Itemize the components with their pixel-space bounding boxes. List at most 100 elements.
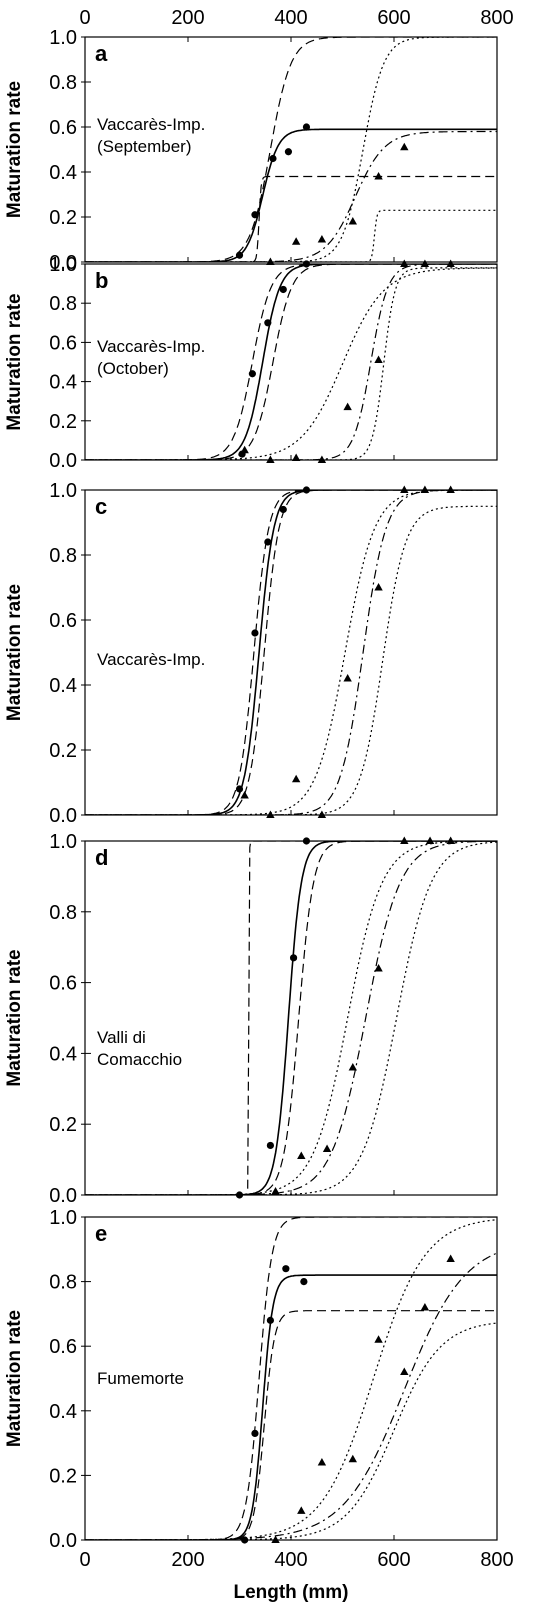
panel-e: 0.0 0.2 0.4 0.6 0.8 1.0 e Fumemorte [49, 1207, 498, 1552]
curve-dotted [85, 841, 497, 1195]
data-point-circle [241, 1536, 249, 1544]
y-tick-label: 0.2 [49, 1114, 77, 1136]
y-tick-label: 0.0 [49, 252, 77, 274]
y-tick-label: 0.2 [49, 411, 77, 433]
bottom-tick-label: 200 [171, 1549, 204, 1571]
data-point-triangle [374, 172, 383, 180]
y-tick-label: 0.0 [49, 1185, 77, 1207]
data-point-circle [302, 837, 311, 845]
data-point-circle [269, 154, 277, 163]
top-tick-label: 600 [377, 7, 410, 29]
panel-letter: e [95, 1221, 107, 1246]
data-point-triangle [374, 1335, 383, 1343]
data-point-circle [235, 1191, 244, 1199]
y-tick-label: 0.0 [49, 805, 77, 827]
data-point-triangle [374, 583, 383, 591]
panel-d: 0.0 0.2 0.4 0.6 0.8 1.0 d Valli di Comacchio [49, 831, 498, 1207]
y-tick-label: 0.4 [49, 162, 77, 184]
y-axis-label: Maturation rate [4, 949, 25, 1086]
data-point-triangle [446, 1254, 455, 1262]
y-tick-label: 0.6 [49, 332, 77, 354]
top-tick-label: 800 [480, 7, 513, 29]
data-point-triangle [446, 485, 455, 493]
y-axis-label: Maturation rate [4, 584, 25, 721]
data-point-triangle [374, 355, 383, 364]
top-tick-label: 200 [171, 7, 204, 29]
top-tick-label: 400 [274, 7, 307, 29]
y-tick-label: 0.6 [49, 973, 77, 995]
data-point-triangle [271, 1186, 280, 1195]
data-point-triangle [317, 1457, 327, 1466]
top-tick-label: 0 [79, 7, 90, 29]
data-point-circle [251, 211, 259, 219]
data-point-circle [302, 123, 311, 131]
y-tick-label: 0.2 [49, 740, 77, 762]
data-point-triangle [291, 453, 301, 462]
data-point-circle [251, 1429, 259, 1438]
y-tick-label: 0.4 [49, 1401, 77, 1423]
y-tick-label: 0.4 [49, 372, 77, 394]
curve-dashed [85, 264, 497, 460]
data-point-triangle [343, 674, 352, 682]
data-point-triangle [348, 217, 357, 225]
panel-letter: a [95, 41, 108, 66]
bottom-tick-label: 0 [79, 1549, 90, 1571]
data-point-triangle [400, 259, 409, 267]
data-point-circle [264, 538, 272, 546]
data-point-circle [251, 629, 259, 637]
data-point-triangle [400, 1367, 409, 1376]
data-point-triangle [446, 836, 455, 844]
y-tick-label: 0.2 [49, 207, 77, 229]
curve-solid [85, 490, 497, 815]
data-point-triangle [348, 1063, 357, 1071]
curve-dotted [85, 209, 497, 262]
curve-dashed [85, 490, 497, 815]
y-tick-label: 0.0 [49, 450, 77, 472]
data-point-triangle [271, 1535, 280, 1543]
site-label: (September) [97, 137, 191, 156]
site-label: (October) [97, 359, 169, 378]
site-label: Valli di [97, 1028, 146, 1047]
curve-dashdot [85, 264, 497, 460]
data-point-circle [235, 785, 244, 793]
y-tick-label: 0.4 [49, 1043, 77, 1065]
panel-letter: d [95, 845, 108, 870]
data-point-circle [248, 370, 256, 378]
curve-dotted [85, 841, 497, 1195]
data-point-triangle [266, 455, 275, 463]
site-label: Comacchio [97, 1050, 182, 1069]
y-tick-label: 0.8 [49, 1272, 77, 1294]
curve-dotted [85, 1219, 497, 1540]
y-tick-label: 1.0 [49, 254, 77, 276]
curve-dotted [85, 267, 497, 460]
y-tick-label: 0.8 [49, 293, 77, 315]
bottom-x-axis: 0 200 400 600 800 [79, 1549, 513, 1571]
data-point-circle [289, 954, 298, 962]
y-axis-label: Maturation rate [4, 293, 25, 430]
data-point-circle [302, 260, 311, 268]
y-tick-label: 0.8 [49, 545, 77, 567]
site-label: Vaccarès-Imp. [97, 650, 205, 669]
data-point-circle [279, 505, 287, 514]
data-point-triangle [400, 142, 409, 151]
data-point-triangle [291, 774, 301, 783]
data-point-triangle [420, 1302, 430, 1311]
data-point-circle [284, 148, 293, 156]
site-label: Vaccarès-Imp. [97, 115, 205, 134]
y-tick-label: 0.6 [49, 1336, 77, 1358]
y-tick-label: 1.0 [49, 480, 77, 502]
data-point-triangle [240, 445, 249, 454]
data-point-circle [279, 285, 287, 294]
bottom-tick-label: 600 [377, 1549, 410, 1571]
curve-dotted [85, 505, 497, 815]
panel-letter: b [95, 268, 108, 293]
data-point-circle [235, 251, 244, 259]
panel-b: 0.0 0.2 0.4 0.6 0.8 1.0 b Vaccarès-Imp. (October… [49, 254, 498, 472]
y-tick-label: 0.8 [49, 902, 77, 924]
data-point-triangle [291, 237, 301, 245]
data-point-triangle [266, 257, 275, 265]
data-point-triangle [317, 235, 327, 243]
data-point-triangle [317, 810, 327, 818]
data-point-triangle [374, 963, 383, 972]
